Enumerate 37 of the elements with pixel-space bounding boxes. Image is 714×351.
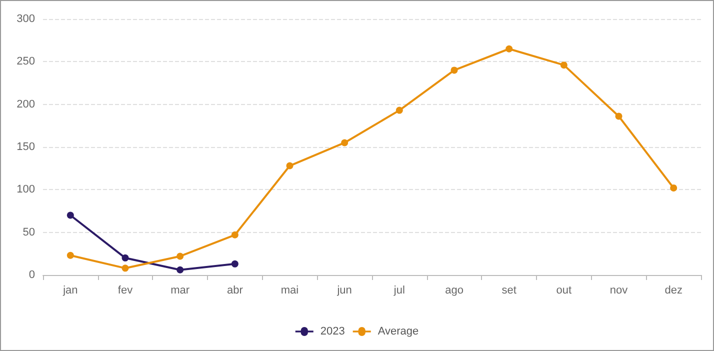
- point: [231, 231, 238, 238]
- y-tick-label: 300: [16, 13, 35, 25]
- point: [66, 252, 74, 259]
- point: [122, 254, 129, 262]
- x-tick-label: fev: [118, 284, 134, 296]
- point: [231, 260, 238, 268]
- point: [670, 184, 678, 192]
- legend-label: 2023: [320, 326, 345, 338]
- point: [122, 264, 129, 272]
- point: [286, 162, 294, 170]
- x-tick-label: jun: [336, 284, 352, 296]
- x-tick-label: out: [556, 284, 572, 296]
- x-tick-label: set: [502, 284, 516, 296]
- point: [341, 139, 348, 146]
- x-tick-label: mai: [280, 284, 299, 296]
- x-tick-label: nov: [610, 284, 628, 296]
- y-tick-label: 0: [28, 269, 35, 281]
- y-tick-label: 50: [22, 226, 35, 238]
- y-tick-label: 100: [16, 184, 35, 196]
- point: [560, 62, 568, 69]
- point: [450, 66, 458, 74]
- point: [506, 45, 513, 52]
- x-tick-label: mar: [170, 284, 190, 296]
- y-tick-label: 150: [16, 141, 35, 153]
- x-tick-label: abr: [226, 284, 244, 296]
- point: [176, 266, 184, 274]
- point: [176, 252, 184, 260]
- x-tick-label: jan: [62, 284, 78, 296]
- point: [66, 212, 74, 219]
- x-tick-label: dez: [664, 284, 682, 296]
- legend-label: Average: [378, 326, 419, 338]
- y-tick-label: 250: [16, 56, 35, 68]
- point: [396, 106, 403, 114]
- x-tick-label: jul: [392, 284, 405, 296]
- x-tick-label: ago: [445, 284, 464, 296]
- y-tick-label: 200: [16, 98, 35, 110]
- point: [615, 112, 622, 120]
